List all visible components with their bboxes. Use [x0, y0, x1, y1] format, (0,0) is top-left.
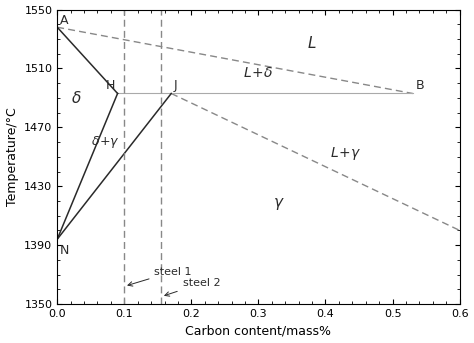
Text: steel 1: steel 1: [128, 267, 192, 286]
Text: $\delta\!+\!\gamma$: $\delta\!+\!\gamma$: [91, 134, 120, 150]
Text: A: A: [60, 14, 68, 27]
Text: B: B: [416, 79, 425, 92]
Text: steel 2: steel 2: [165, 279, 220, 296]
Text: J: J: [174, 79, 178, 92]
Text: $L$: $L$: [307, 35, 317, 51]
Text: H: H: [106, 79, 116, 92]
Text: $\delta$: $\delta$: [71, 90, 82, 106]
Text: $L\!+\!\gamma$: $L\!+\!\gamma$: [330, 145, 361, 162]
Text: $\gamma$: $\gamma$: [273, 196, 284, 212]
X-axis label: Carbon content/mass%: Carbon content/mass%: [185, 324, 331, 338]
Y-axis label: Temperature/°C: Temperature/°C: [6, 107, 18, 206]
Text: N: N: [60, 244, 69, 257]
Text: $L\!+\!\delta$: $L\!+\!\delta$: [243, 66, 273, 80]
